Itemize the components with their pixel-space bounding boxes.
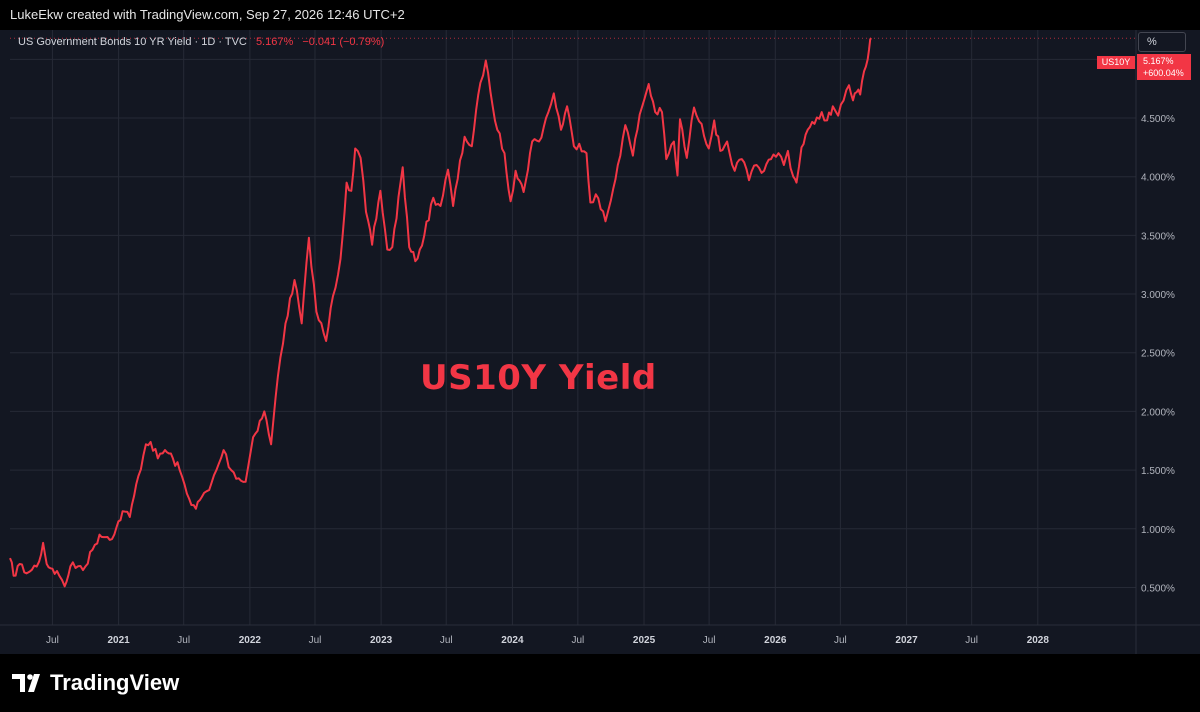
last-price-percent: +600.04% — [1143, 68, 1184, 78]
y-tick-label: 3.500% — [1141, 231, 1175, 242]
y-tick-label: 0.500% — [1141, 583, 1175, 594]
y-tick-label: 2.000% — [1141, 407, 1175, 418]
x-tick-label: 2021 — [107, 635, 130, 646]
chart-watermark-text: US10Y Yield — [420, 358, 657, 398]
x-tick-label: Jul — [309, 635, 322, 646]
y-tick-label: 4.500% — [1141, 114, 1175, 125]
x-tick-label: 2023 — [370, 635, 393, 646]
x-tick-label: Jul — [571, 635, 584, 646]
x-tick-label: Jul — [46, 635, 59, 646]
creator-attribution: LukeEkw created with TradingView.com, Se… — [10, 7, 405, 22]
scale-unit-toggle[interactable]: % — [1138, 32, 1186, 52]
x-tick-label: 2026 — [764, 635, 787, 646]
x-tick-label: 2022 — [239, 635, 262, 646]
y-tick-label: 3.000% — [1141, 290, 1175, 301]
y-tick-label: 2.500% — [1141, 349, 1175, 360]
symbol-title: US Government Bonds 10 YR Yield · 1D · T… — [18, 36, 247, 48]
x-tick-label: Jul — [703, 635, 716, 646]
price-change: −0.041 (−0.79%) — [302, 36, 385, 48]
x-tick-label: 2028 — [1027, 635, 1050, 646]
price-chart[interactable]: 0.500% 1.000% 1.500% 2.000% 2.500% 3.000% 3.50… — [0, 30, 1200, 654]
x-tick-label: 2025 — [633, 635, 656, 646]
brand-name: TradingView — [50, 670, 180, 695]
y-tick-label: 1.000% — [1141, 525, 1175, 536]
last-price-value: 5.167% — [1143, 56, 1174, 66]
y-tick-label: 4.000% — [1141, 173, 1175, 184]
symbol-legend[interactable]: US Government Bonds 10 YR Yield · 1D · T… — [18, 36, 384, 48]
series-layer — [9, 37, 1136, 588]
y-tick-label: 1.500% — [1141, 466, 1175, 477]
x-tick-label: Jul — [440, 635, 453, 646]
x-tick-label: Jul — [177, 635, 190, 646]
brand-footer — [0, 654, 1200, 712]
attribution-bar: LukeEkw created with TradingView.com, Se… — [0, 0, 1200, 30]
x-tick-label: Jul — [965, 635, 978, 646]
us10y-yield-line — [9, 37, 872, 588]
x-tick-label: 2024 — [501, 635, 524, 646]
x-tick-label: Jul — [834, 635, 847, 646]
symbol-price-tag: US10Y — [1097, 56, 1135, 69]
last-price: 5.167% — [255, 36, 294, 48]
tradingview-logo-icon — [12, 674, 40, 692]
chart-panel[interactable] — [0, 30, 1200, 654]
chart-grid — [10, 30, 1136, 625]
x-tick-label: 2027 — [895, 635, 918, 646]
axis-layer: 0.500% 1.000% 1.500% 2.000% 2.500% 3.000% 3.50… — [0, 30, 1200, 654]
last-price-label: 5.167% +600.04% — [1137, 54, 1191, 80]
